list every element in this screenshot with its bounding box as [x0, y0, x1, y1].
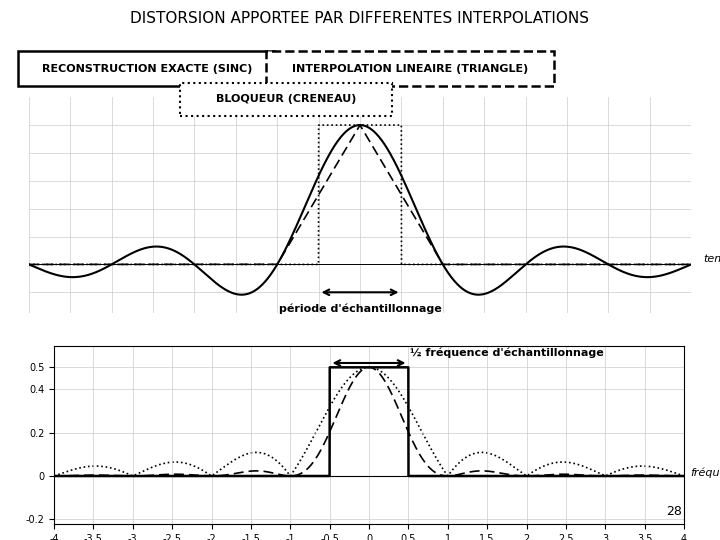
Text: période d'échantillonnage: période d'échantillonnage [279, 303, 441, 314]
FancyBboxPatch shape [266, 51, 554, 86]
Text: ½ fréquence d'échantillonnage: ½ fréquence d'échantillonnage [410, 347, 603, 357]
Text: temps: temps [703, 254, 720, 264]
Text: fréquence: fréquence [690, 468, 720, 478]
FancyBboxPatch shape [180, 83, 392, 116]
Text: INTERPOLATION LINEAIRE (TRIANGLE): INTERPOLATION LINEAIRE (TRIANGLE) [292, 64, 528, 74]
Text: RECONSTRUCTION EXACTE (SINC): RECONSTRUCTION EXACTE (SINC) [42, 64, 253, 74]
Text: 28: 28 [667, 505, 683, 518]
Text: DISTORSION APPORTEE PAR DIFFERENTES INTERPOLATIONS: DISTORSION APPORTEE PAR DIFFERENTES INTE… [130, 11, 590, 26]
Text: BLOQUEUR (CRENEAU): BLOQUEUR (CRENEAU) [217, 94, 356, 104]
FancyBboxPatch shape [18, 51, 274, 86]
